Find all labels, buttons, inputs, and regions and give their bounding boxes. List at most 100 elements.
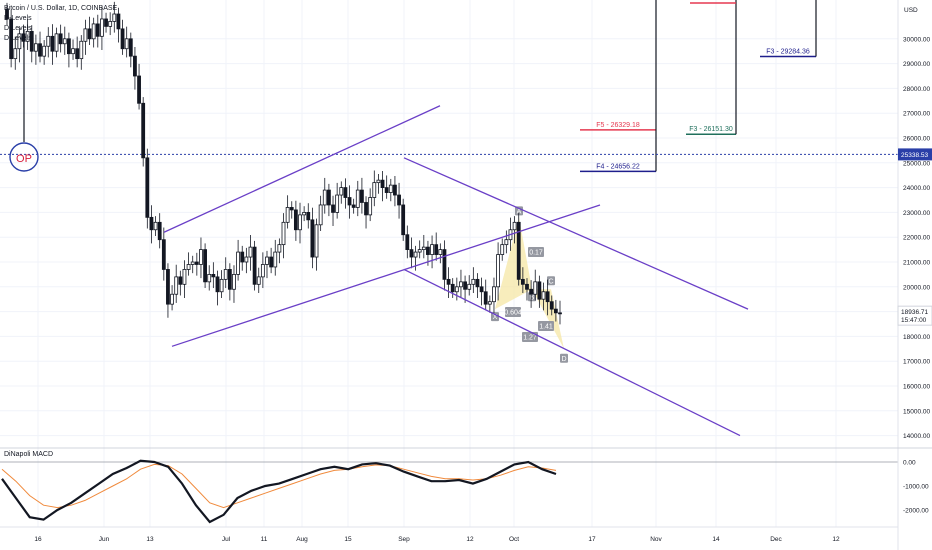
candle <box>133 55 137 77</box>
date-tick: 12 <box>832 536 840 543</box>
candle <box>335 194 340 213</box>
trend-channels <box>163 105 749 437</box>
countdown-text: 15:47:00 <box>901 317 927 324</box>
macd-label[interactable]: DiNapoli MACD <box>4 451 54 458</box>
fib-levels: F5 - 26329.18 F4 - 24656.22 F3 - 26151.30 F… <box>0 0 898 173</box>
candle <box>186 264 191 270</box>
candle <box>211 273 216 278</box>
candle <box>339 187 344 196</box>
channel-line <box>163 105 441 233</box>
candle <box>248 246 253 258</box>
candle <box>87 28 92 40</box>
candle <box>281 221 286 246</box>
candle <box>487 301 492 305</box>
candle <box>256 276 261 285</box>
candle <box>199 249 203 265</box>
pattern-point-badge <box>491 312 499 322</box>
candle <box>75 48 80 60</box>
candle <box>430 244 434 255</box>
date-tick: 13 <box>146 536 154 543</box>
symbol-title[interactable]: Bitcoin / U.S. Dollar, 1D, COINBASE <box>4 5 118 12</box>
candle <box>438 249 443 255</box>
candle <box>434 244 439 255</box>
candle <box>310 219 315 258</box>
candle <box>496 254 500 288</box>
candle <box>104 18 108 27</box>
candle <box>525 283 529 290</box>
candle <box>351 204 356 208</box>
op-label: OP <box>16 153 32 165</box>
candle <box>368 197 373 216</box>
price-tick: 28000.00 <box>903 86 930 93</box>
pattern-point-label: A <box>517 208 522 215</box>
candle <box>446 278 451 285</box>
candle <box>421 246 426 250</box>
candle <box>227 269 232 290</box>
ratio-label: 1.41 <box>539 324 553 331</box>
candle <box>62 38 67 45</box>
fib-label: F3 - 26151.30 <box>689 126 733 133</box>
candle <box>161 239 166 270</box>
marker-price-tag <box>898 148 932 161</box>
ratio-label: 1.27 <box>523 335 537 342</box>
candle <box>71 48 75 55</box>
candle <box>417 249 422 253</box>
candle <box>9 18 14 60</box>
candle <box>322 189 327 206</box>
candle <box>450 283 455 293</box>
candle <box>58 33 63 45</box>
price-tick: 23000.00 <box>903 210 930 217</box>
candle <box>137 75 141 104</box>
price-tick: 14000.00 <box>903 433 930 440</box>
candle <box>42 45 47 57</box>
candle <box>479 286 484 293</box>
legend-line-1: D-Levels <box>4 15 32 22</box>
candle <box>463 281 467 290</box>
candle <box>558 312 562 315</box>
legend-line-3: D-Levels <box>4 35 32 42</box>
candle <box>467 283 472 290</box>
candle <box>170 293 174 305</box>
candle <box>376 179 381 184</box>
pattern-point-label: B <box>530 294 535 301</box>
channel-line <box>403 268 741 437</box>
candle <box>13 48 18 60</box>
candle <box>174 276 179 295</box>
candle <box>360 189 364 203</box>
candle <box>112 13 117 22</box>
candle <box>475 278 480 288</box>
channel-line <box>403 157 749 310</box>
candle <box>108 21 113 27</box>
date-tick: Jun <box>99 536 110 543</box>
candle <box>100 18 104 37</box>
macd-slow-line <box>1 463 557 509</box>
candle <box>219 278 224 293</box>
candle <box>178 276 183 285</box>
macd-pane <box>0 459 898 524</box>
pattern-point-label: D <box>561 356 566 363</box>
date-tick: 16 <box>34 536 42 543</box>
ratio-label: 0.17 <box>529 250 543 257</box>
fib-label: F4 - 24656.22 <box>596 163 640 170</box>
candle <box>442 249 447 280</box>
candle <box>79 40 84 60</box>
candle <box>157 221 162 241</box>
macd-tick: 0.00 <box>903 460 916 467</box>
candle <box>182 269 187 285</box>
candle <box>504 239 509 246</box>
ratio-badge <box>538 321 554 331</box>
current-price-tag <box>897 305 932 326</box>
candle <box>232 273 236 290</box>
candle <box>409 249 414 258</box>
price-tick: 22000.00 <box>903 235 930 242</box>
candle <box>95 23 100 37</box>
price-tick: 16000.00 <box>903 384 930 391</box>
date-tick: 11 <box>261 536 268 543</box>
date-tick: Dec <box>770 536 782 543</box>
date-tick: 14 <box>712 536 720 543</box>
price-tick: 15000.00 <box>903 408 930 415</box>
candle <box>512 221 517 231</box>
candle <box>128 38 133 57</box>
macd-fast-line <box>1 459 557 524</box>
